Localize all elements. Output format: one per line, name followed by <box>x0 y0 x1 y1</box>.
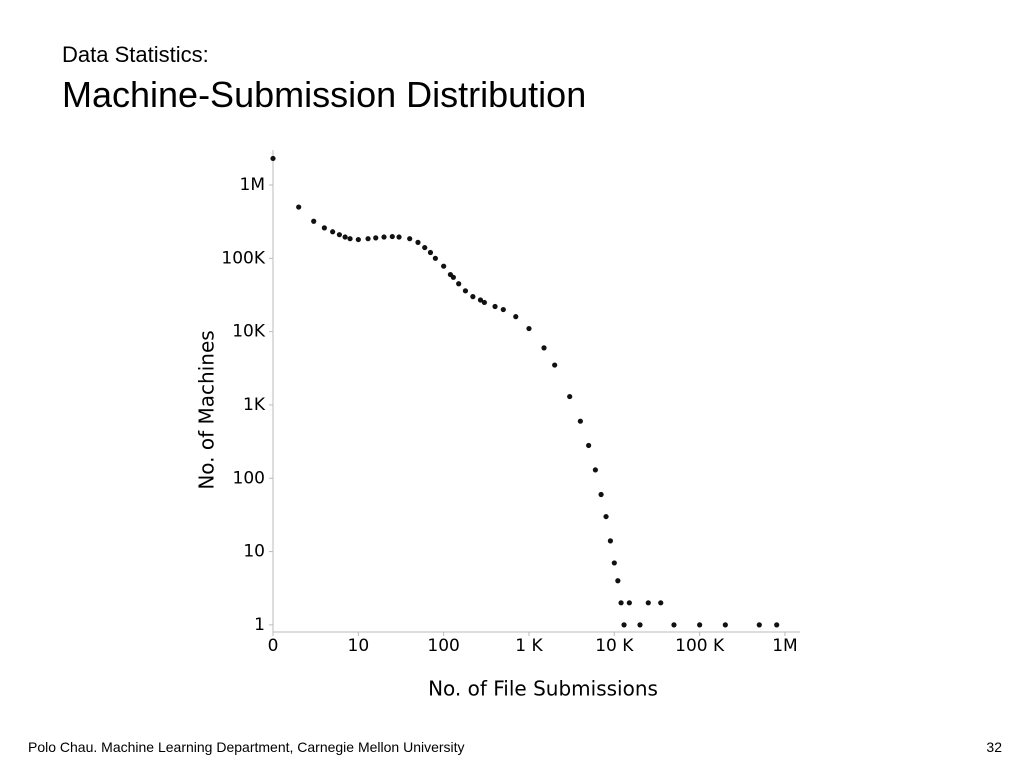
data-point <box>567 393 573 400</box>
data-point <box>598 491 604 498</box>
data-point <box>407 236 413 242</box>
slide-subtitle: Data Statistics: <box>62 42 209 67</box>
y-tick-label: 1 <box>254 615 265 635</box>
x-tick-label: 10 K <box>595 636 634 656</box>
y-tick-label: 100 <box>233 468 265 488</box>
data-point <box>658 600 664 606</box>
y-tick-label: 10 <box>243 542 265 562</box>
data-point <box>342 234 348 240</box>
data-point <box>477 297 484 303</box>
data-point <box>541 345 547 351</box>
page-number: 32 <box>986 739 1002 755</box>
data-point <box>355 236 361 243</box>
data-point <box>415 239 421 245</box>
data-point <box>470 294 476 300</box>
data-point <box>756 622 762 628</box>
x-axis-title: No. of File Submissions <box>428 677 658 701</box>
data-point <box>722 622 728 628</box>
data-point <box>330 229 336 235</box>
data-point <box>552 362 558 368</box>
data-point <box>441 263 447 269</box>
data-point <box>296 204 302 210</box>
data-point <box>645 600 651 606</box>
data-point <box>603 513 609 520</box>
x-tick-label: 100 <box>427 636 459 656</box>
y-tick-label: 1K <box>243 395 266 415</box>
y-tick-label: 100K <box>221 248 265 268</box>
data-point <box>500 306 506 313</box>
data-point <box>311 218 317 224</box>
x-tick-label: 0 <box>268 636 279 656</box>
data-point <box>492 303 498 310</box>
data-point <box>336 232 342 238</box>
x-tick-label: 1M <box>772 636 797 656</box>
data-point <box>626 600 632 606</box>
y-axis-title: No. of Machines <box>195 330 219 489</box>
data-point <box>462 288 469 294</box>
data-point <box>422 244 428 251</box>
data-point <box>586 442 592 449</box>
y-tick-label: 10K <box>232 322 266 342</box>
data-point <box>671 622 677 628</box>
data-point <box>427 249 434 256</box>
data-point <box>577 418 583 424</box>
data-point <box>432 255 438 261</box>
data-point <box>450 274 456 280</box>
y-tick-label: 1M <box>240 175 265 195</box>
data-point <box>621 622 627 628</box>
data-point <box>526 325 532 332</box>
x-tick-label: 100 K <box>675 636 725 656</box>
data-point <box>618 600 624 606</box>
data-point <box>381 234 387 240</box>
data-point <box>347 236 353 242</box>
x-tick-label: 1 K <box>515 636 543 656</box>
data-point <box>637 622 643 628</box>
data-point <box>321 225 327 231</box>
data-point <box>365 236 371 242</box>
data-point <box>270 155 276 162</box>
data-point <box>373 235 379 241</box>
x-tick-label: 10 <box>348 636 370 656</box>
data-point <box>592 467 598 473</box>
data-point <box>697 622 703 628</box>
data-point <box>396 234 402 240</box>
data-point <box>513 314 519 320</box>
data-point <box>389 233 395 240</box>
data-point <box>456 281 462 287</box>
data-point <box>607 538 614 544</box>
data-point <box>611 560 617 566</box>
data-point <box>615 578 621 584</box>
data-point <box>481 299 487 306</box>
slide-title: Machine-Submission Distribution <box>62 74 587 115</box>
data-point <box>774 622 780 628</box>
footer: Polo Chau. Machine Learning Department, … <box>28 739 465 755</box>
